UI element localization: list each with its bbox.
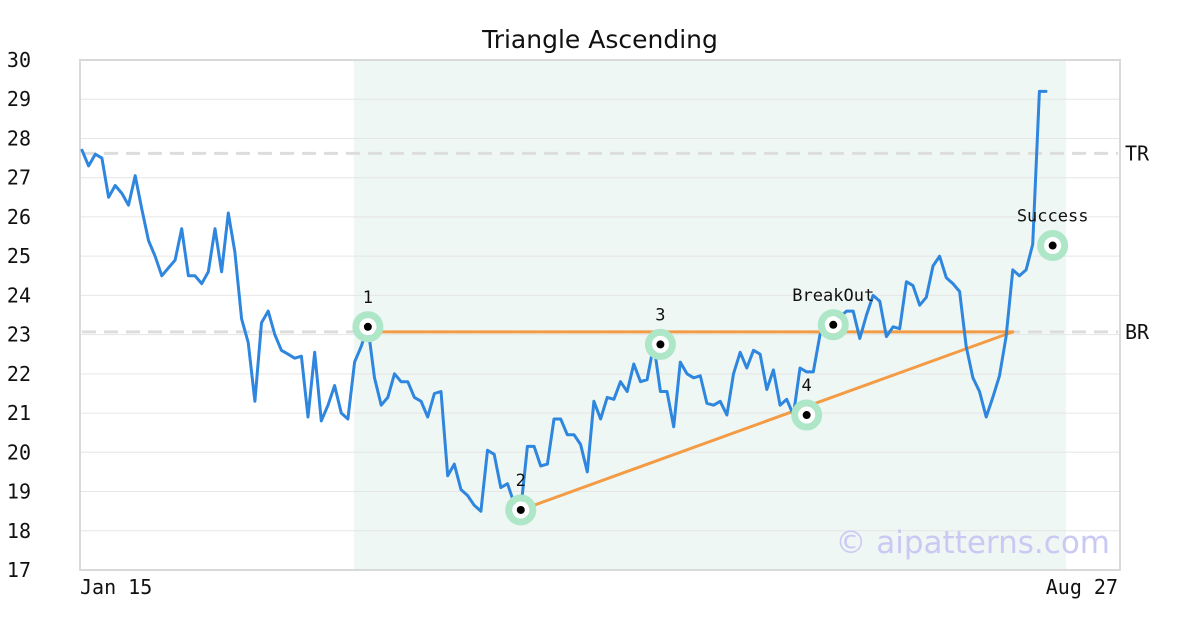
y-tick-label: 18 — [7, 519, 31, 543]
marker-label-1: 1 — [363, 288, 373, 308]
marker-dot-4 — [802, 411, 811, 420]
pattern-zone — [353, 61, 1066, 569]
y-tick-label: 25 — [7, 244, 31, 268]
chart-title: Triangle Ascending — [481, 25, 718, 54]
marker-dot-3 — [656, 340, 665, 349]
watermark: © aipatterns.com — [835, 525, 1110, 561]
reference-label-br: BR — [1125, 320, 1150, 344]
marker-label-2: 2 — [516, 471, 526, 491]
pattern-markers: 1 2 3 4 BreakOut Success — [352, 207, 1089, 526]
marker-label-breakout: BreakOut — [792, 286, 874, 306]
marker-dot-1 — [363, 322, 372, 331]
y-axis-ticks: 17 18 19 20 21 22 23 24 25 26 27 28 29 30 — [7, 48, 31, 582]
marker-halo-success — [1037, 230, 1069, 262]
y-tick-label: 22 — [7, 362, 31, 386]
y-tick-label: 30 — [7, 48, 31, 72]
triangle-support-line — [519, 330, 1015, 512]
y-tick-label: 27 — [7, 166, 31, 190]
marker-halo-4 — [791, 399, 823, 431]
reference-label-tr: TR — [1125, 141, 1150, 165]
marker-label-3: 3 — [655, 305, 665, 325]
marker-label-4: 4 — [802, 376, 812, 396]
marker-halo-3 — [644, 328, 676, 360]
y-tick-label: 21 — [7, 401, 31, 425]
y-tick-label: 26 — [7, 205, 31, 229]
triangle-lines — [366, 330, 1015, 512]
y-tick-label: 23 — [7, 323, 31, 347]
marker-dot-breakout — [829, 320, 838, 329]
marker-halo-2 — [505, 494, 537, 526]
y-tick-label: 28 — [7, 126, 31, 150]
y-tick-label: 20 — [7, 440, 31, 464]
y-tick-label: 29 — [7, 87, 31, 111]
y-tick-label: 19 — [7, 480, 31, 504]
marker-halo-breakout — [817, 309, 849, 341]
gridlines — [81, 98, 1119, 532]
marker-dot-success — [1048, 241, 1057, 250]
marker-label-success: Success — [1017, 207, 1089, 227]
y-tick-label: 17 — [7, 558, 31, 582]
marker-halo-1 — [352, 311, 384, 343]
x-tick-end: Aug 27 — [1046, 575, 1118, 599]
x-tick-start: Jan 15 — [80, 575, 152, 599]
price-series-line — [80, 89, 1048, 513]
marker-dot-2 — [516, 505, 525, 514]
y-tick-label: 24 — [7, 283, 31, 307]
